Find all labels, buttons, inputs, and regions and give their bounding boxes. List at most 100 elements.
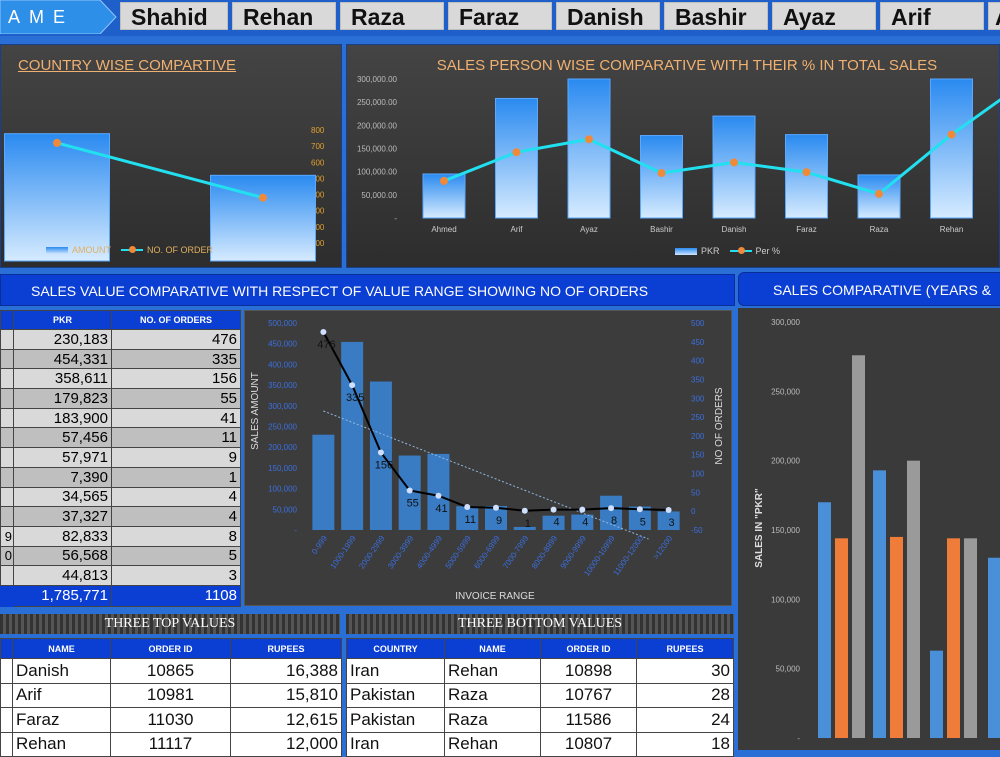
salesperson-per-point xyxy=(585,135,593,144)
range-row-orders: 1 xyxy=(111,466,241,488)
range-orders-point xyxy=(521,507,528,514)
range-orders-point xyxy=(406,487,413,494)
range-row-prefix xyxy=(0,407,14,429)
range-row-orders: 5 xyxy=(111,545,241,567)
salesperson-legend: PKR Per % xyxy=(675,246,780,256)
top-values-row: Rehan 11117 12,000 xyxy=(0,731,342,757)
salesperson-y-tick-label: 300,000.00 xyxy=(357,75,398,84)
name-tab-raza[interactable]: Raza xyxy=(340,2,444,30)
range-row-orders: 4 xyxy=(111,506,241,527)
top-values-row: Arif 10981 15,810 xyxy=(0,682,342,708)
name-tag-label: AME xyxy=(8,7,74,27)
bottom-row-country: Pakistan xyxy=(346,682,445,708)
range-orders-data-label: 1 xyxy=(525,518,531,530)
range-y-tick-label: 150,000 xyxy=(268,464,297,473)
name-tab-shahid[interactable]: Shahid xyxy=(120,2,228,30)
bottom-values-title: THREE BOTTOM VALUES xyxy=(346,614,734,634)
top-row-order: 11030 xyxy=(110,707,231,733)
salesperson-y-tick-label: 250,000.00 xyxy=(357,98,398,107)
years-bar xyxy=(835,538,848,738)
top-values-title: THREE TOP VALUES xyxy=(0,614,340,634)
range-y-tick-label: - xyxy=(294,526,297,535)
bottom-row-order: 10767 xyxy=(540,682,637,708)
range-row-prefix xyxy=(0,348,14,370)
country-chart-panel: COUNTRY WISE COMPARTIVE 800 700 600 500 400 3… xyxy=(0,44,342,269)
range-table-row: 358,611 156 xyxy=(0,368,241,390)
range-row-prefix xyxy=(0,486,14,508)
range-table-row: 0 56,568 5 xyxy=(0,545,241,567)
range-category-label: 4000-4999 xyxy=(415,534,445,571)
bottom-row-name: Raza xyxy=(444,707,541,733)
salesperson-y-tick-label: 100,000.00 xyxy=(357,168,398,177)
bottom-values-row: Pakistan Raza 10767 28 xyxy=(346,682,734,708)
range-row-prefix xyxy=(0,388,14,409)
range-row-orders: 8 xyxy=(111,525,241,547)
legend-pkr-swatch xyxy=(675,247,697,255)
name-tab-rehan[interactable]: Rehan xyxy=(232,2,336,30)
range-orders-point xyxy=(377,449,384,456)
name-tab-arif[interactable]: Arif xyxy=(880,2,984,30)
top-values-wrap: NAME ORDER ID RUPEES Danish 10865 16,388 Ar… xyxy=(0,638,342,757)
name-tab-partial[interactable]: A xyxy=(988,2,1000,30)
years-bar xyxy=(890,536,903,738)
name-tab-faraz[interactable]: Faraz xyxy=(448,2,552,30)
salesperson-chart-panel: SALES PERSON WISE COMPARATIVE WITH THEIR… xyxy=(346,44,1000,268)
name-tab-bashir[interactable]: Bashir xyxy=(664,2,768,30)
bottom-values-wrap: COUNTRY NAME ORDER ID RUPEES Iran Rehan 10… xyxy=(346,638,734,757)
top-row-name: Danish xyxy=(12,658,111,684)
range-orders-data-label: 4 xyxy=(582,517,588,529)
salesperson-y-tick-label: 200,000.00 xyxy=(357,121,398,130)
bottom-row-rupees: 24 xyxy=(636,707,734,733)
top-row-order: 11117 xyxy=(110,731,231,757)
salesperson-chart-title: SALES PERSON WISE COMPARATIVE WITH THEIR… xyxy=(436,57,938,74)
range-orders-point xyxy=(665,507,672,514)
salesperson-per-point xyxy=(440,176,448,185)
range-table-row: 34,565 4 xyxy=(0,486,241,508)
range-orders-data-label: 156 xyxy=(375,459,393,471)
range-row-pkr: 34,565 xyxy=(13,486,112,508)
range-category-label: 6000-6999 xyxy=(472,534,502,571)
salesperson-per-point xyxy=(802,168,811,177)
range-row-pkr: 358,611 xyxy=(13,368,112,390)
range-y-tick-label: 100,000 xyxy=(268,485,297,494)
bottom-col-order: ORDER ID xyxy=(540,638,637,659)
top-row-name: Arif xyxy=(12,682,111,708)
years-y-tick-label: 50,000 xyxy=(776,665,801,674)
top-col-order: ORDER ID xyxy=(110,638,231,659)
range-table-row: 7,390 1 xyxy=(0,466,241,488)
range-y2-tick-label: 0 xyxy=(691,507,696,516)
years-bar xyxy=(988,557,1000,738)
salesperson-chart: 300,000.00 250,000.00 200,000.00 150,000.00… xyxy=(357,75,1000,234)
range-orders-data-label: 55 xyxy=(407,497,419,509)
range-category-label: 11000-12000 xyxy=(611,534,645,578)
range-row-prefix: 0 xyxy=(0,545,14,567)
years-y-axis-title: SALES IN "PKR" xyxy=(754,488,765,568)
name-tab-danish[interactable]: Danish xyxy=(556,2,660,30)
range-orders-data-label: 3 xyxy=(669,517,675,529)
range-orders-data-label: 335 xyxy=(346,392,364,404)
years-y-tick-label: - xyxy=(797,734,800,743)
name-tab-row: Shahid Rehan Raza Faraz Danish Bashir Ay… xyxy=(120,2,1000,32)
range-orders-point xyxy=(464,504,471,511)
range-bar xyxy=(427,453,450,530)
range-chart-panel: 500,000 450,000 400,000 350,000 300,000 250,0… xyxy=(244,310,732,606)
range-y2-tick-label: 400 xyxy=(691,357,705,366)
top-row-rupees: 15,810 xyxy=(230,682,342,708)
legend-amount-label: AMOUNT xyxy=(72,245,111,255)
salesperson-category-label: Rehan xyxy=(940,225,964,234)
top-values-table: NAME ORDER ID RUPEES Danish 10865 16,388 Ar… xyxy=(0,638,342,757)
years-bar xyxy=(907,460,920,738)
range-orders-point xyxy=(320,329,327,336)
years-y-tick-label: 250,000 xyxy=(771,387,800,396)
range-category-label: >12000 xyxy=(651,534,674,562)
name-tab-ayaz[interactable]: Ayaz xyxy=(772,2,876,30)
bottom-row-order: 10807 xyxy=(540,731,637,757)
range-table-row: 179,823 55 xyxy=(0,388,241,409)
range-y-tick-label: 500,000 xyxy=(268,319,297,328)
range-col-pkr: PKR xyxy=(13,310,112,330)
range-y2-tick-label: 300 xyxy=(691,394,705,403)
salesperson-y-tick-label: - xyxy=(394,214,397,223)
years-chart-panel: 300,000 250,000 200,000 150,000 100,000 50,00… xyxy=(738,308,1000,750)
range-y2-tick-label: 350 xyxy=(691,375,705,384)
